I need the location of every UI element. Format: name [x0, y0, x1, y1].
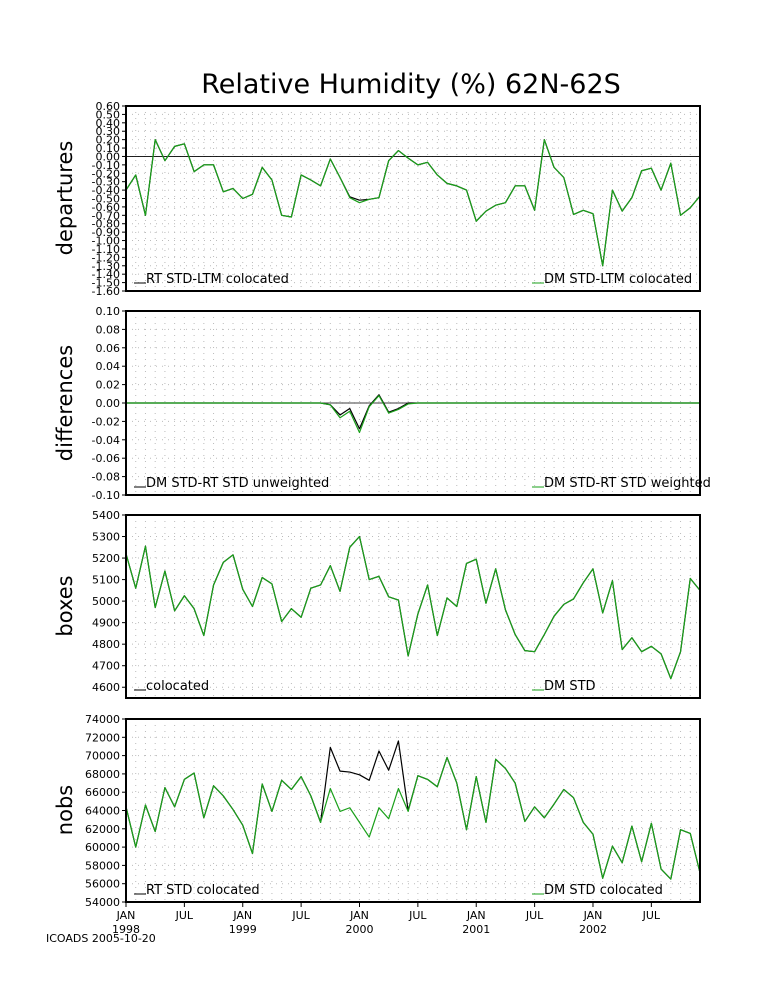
y-tick-label: 0.02: [96, 379, 121, 392]
panel-departures: 0.600.500.400.300.200.100.00-0.10-0.20-0…: [53, 100, 700, 298]
y-tick-label: 0.08: [96, 323, 121, 336]
x-year-label: 2001: [462, 923, 490, 936]
legend-label-rt: colocated: [146, 679, 209, 694]
y-tick-label: 4800: [92, 638, 120, 651]
series-line-rt: [126, 741, 700, 879]
y-tick-label: 5300: [92, 531, 120, 544]
legend-label-rt: RT STD-LTM colocated: [146, 272, 289, 287]
panels-group: 0.600.500.400.300.200.100.00-0.10-0.20-0…: [53, 100, 711, 909]
y-tick-label: 4900: [92, 617, 120, 630]
chart-title: Relative Humidity (%) 62N-62S: [201, 69, 621, 100]
x-year-label: 2000: [345, 923, 373, 936]
y-tick-label: 5200: [92, 552, 120, 565]
y-axis-label: nobs: [53, 785, 77, 835]
y-tick-label: 66000: [85, 786, 120, 799]
y-tick-label: 4700: [92, 660, 120, 673]
x-year-label: 2002: [579, 923, 607, 936]
y-tick-label: -0.08: [92, 471, 120, 484]
y-tick-label: 5000: [92, 595, 120, 608]
x-axis: JAN JUL JAN JUL JAN JUL JAN JUL JAN JUL 1998 1999 20…: [112, 902, 661, 936]
panel-frame: [126, 106, 700, 291]
y-tick-label: -1.60: [92, 285, 120, 298]
y-tick-label: 70000: [85, 750, 120, 763]
y-tick-label: 56000: [85, 878, 120, 891]
x-tick-label: JAN: [466, 909, 486, 922]
y-tick-label: -0.06: [92, 452, 120, 465]
panel-differences: 0.10 0.08 0.06 0.04 0.02 0.00 -0.02 -0.04 -0.06 -…: [53, 305, 711, 502]
y-tick-label: 58000: [85, 859, 120, 872]
y-tick-label: 60000: [85, 841, 120, 854]
x-tick-label: JUL: [291, 909, 310, 922]
x-tick-label: JAN: [116, 909, 136, 922]
y-tick-label: 62000: [85, 823, 120, 836]
y-tick-label: 0.10: [96, 305, 121, 318]
legend-label-dm: DM STD colocated: [544, 883, 663, 898]
y-tick-label: 54000: [85, 896, 120, 909]
y-tick-label: -0.02: [92, 415, 120, 428]
y-tick-label: 0.06: [96, 342, 121, 355]
series-line-dm: [126, 396, 700, 433]
x-tick-label: JUL: [642, 909, 661, 922]
y-tick-label: 74000: [85, 713, 120, 726]
x-tick-label: JUL: [408, 909, 427, 922]
x-tick-label: JAN: [349, 909, 369, 922]
y-tick-label: 64000: [85, 805, 120, 818]
x-tick-label: JAN: [232, 909, 252, 922]
y-tick-label: 68000: [85, 768, 120, 781]
series-line-dm: [126, 757, 700, 879]
panel-frame: [126, 719, 700, 902]
x-tick-label: JAN: [583, 909, 603, 922]
y-axis-label: differences: [53, 345, 77, 461]
panel-frame: [126, 515, 700, 698]
legend-label-dm: DM STD: [544, 679, 596, 694]
legend-label-rt: DM STD-RT STD unweighted: [146, 476, 329, 491]
y-axis-label: boxes: [53, 575, 77, 636]
y-tick-label: -0.04: [92, 434, 120, 447]
legend-label-dm: DM STD-LTM colocated: [544, 272, 692, 287]
y-axis-label: departures: [53, 141, 77, 256]
series-line-rt: [126, 395, 700, 429]
legend-label-dm: DM STD-RT STD weighted: [544, 476, 711, 491]
series-line-dm: [126, 140, 700, 266]
y-tick-label: 4600: [92, 681, 120, 694]
legend-label-rt: RT STD colocated: [146, 883, 260, 898]
panel-boxes: 5400 5300 5200 5100 5000 4900 4800 4700 4600 colo…: [53, 509, 700, 698]
x-tick-label: JUL: [175, 909, 194, 922]
series-line-rt: [126, 537, 700, 679]
chart-canvas: Relative Humidity (%) 62N-62S 0.600.500.…: [0, 0, 766, 988]
series-line-dm: [126, 537, 700, 679]
y-tick-label: 72000: [85, 731, 120, 744]
y-tick-label: 0.04: [96, 360, 121, 373]
y-tick-label: 5400: [92, 509, 120, 522]
series-line-rt: [126, 140, 700, 266]
y-tick-label: -0.10: [92, 489, 120, 502]
x-tick-label: JUL: [525, 909, 544, 922]
y-tick-label: 5100: [92, 574, 120, 587]
panel-nobs: 74000 72000 70000 68000 66000 64000 62000 60000…: [53, 713, 700, 909]
footer-text: ICOADS 2005-10-20: [46, 932, 156, 945]
y-tick-label: 0.00: [96, 397, 121, 410]
x-year-label: 1999: [229, 923, 257, 936]
